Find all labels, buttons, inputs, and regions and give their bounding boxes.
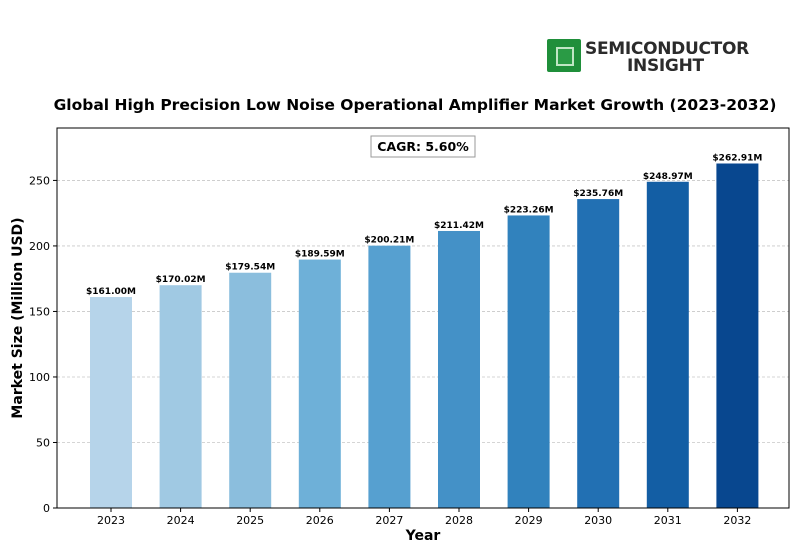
bar-value-label: $161.00M	[86, 287, 136, 297]
y-tick-label: 50	[36, 436, 50, 449]
y-tick-label: 200	[29, 240, 50, 253]
x-tick-label: 2024	[167, 514, 195, 527]
plot-frame	[56, 127, 790, 509]
cagr-box-frame	[370, 135, 476, 158]
bar-2032	[716, 163, 759, 508]
chart-title: Global High Precision Low Noise Operatio…	[54, 96, 777, 114]
bar-value-label: $262.91M	[712, 153, 762, 163]
bar-2028	[438, 230, 480, 508]
x-tick-label: 2026	[306, 514, 334, 527]
bar-value-label: $170.02M	[156, 275, 206, 285]
bar-value-label: $248.97M	[643, 172, 693, 182]
y-tick-label: 250	[29, 174, 50, 187]
y-tick-label: 100	[29, 371, 50, 384]
bar-value-label: $189.59M	[295, 250, 345, 260]
x-tick-label: 2029	[515, 514, 543, 527]
bar-2027	[368, 245, 411, 508]
x-tick-label: 2027	[375, 514, 403, 527]
bar-2031	[646, 181, 689, 509]
y-axis-label: Market Size (Million USD)	[10, 217, 26, 418]
y-tick-label: 0	[43, 502, 50, 515]
bar-2025	[229, 272, 272, 508]
bar-value-label: $235.76M	[573, 189, 623, 199]
cagr-annotation: CAGR: 5.60%	[370, 135, 476, 158]
bar-2029	[507, 215, 550, 509]
x-tick-label: 2032	[723, 514, 751, 527]
x-tick-label: 2023	[97, 514, 125, 527]
logo-text-line2: INSIGHT	[627, 56, 704, 76]
y-tick-label: 150	[29, 305, 50, 318]
x-tick-label: 2030	[584, 514, 612, 527]
y-axis: 0 50 100 150 200 250	[29, 174, 57, 515]
bar-2026	[298, 259, 341, 508]
x-axis: 2023 2024 2025 2026 2027 2028 2029 2030 2031 2032	[97, 508, 751, 527]
x-tick-label: 2031	[654, 514, 682, 527]
bar-value-label: $223.26M	[504, 205, 554, 215]
x-tick-label: 2028	[445, 514, 473, 527]
bars	[90, 163, 759, 509]
brand-logo: SEMICONDUCTOR INSIGHT	[547, 39, 749, 76]
bar-value-label: $200.21M	[364, 236, 414, 246]
bar-2023	[90, 297, 132, 508]
cagr-text: CAGR: 5.60%	[377, 139, 469, 154]
x-axis-label: Year	[405, 528, 441, 544]
x-tick-label: 2025	[236, 514, 264, 527]
bar-value-label: $179.54M	[225, 263, 275, 273]
bar-2030	[577, 199, 620, 508]
bar-value-labels: $161.00M $170.02M $179.54M $189.59M $200.21M…	[86, 153, 762, 297]
chip-icon	[547, 39, 581, 72]
bar-2024	[159, 285, 202, 508]
logo-text-line1: SEMICONDUCTOR	[585, 39, 749, 59]
bar-value-label: $211.42M	[434, 221, 484, 231]
